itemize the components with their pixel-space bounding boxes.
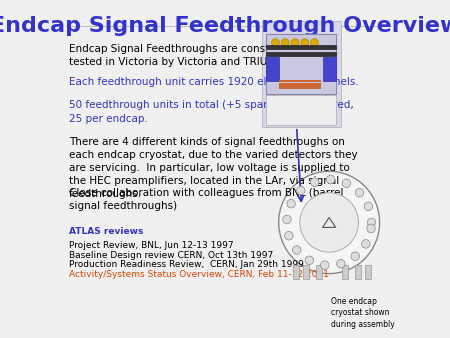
Circle shape (367, 224, 375, 233)
Text: 50 feedthrough units in total (+5 spares) are required,
25 per endcap.: 50 feedthrough units in total (+5 spares… (69, 100, 354, 124)
Circle shape (342, 179, 351, 188)
FancyBboxPatch shape (266, 52, 336, 56)
Circle shape (337, 259, 345, 268)
Circle shape (292, 246, 301, 254)
Text: Production Readiness Review,  CERN, Jan 29th 1999: Production Readiness Review, CERN, Jan 2… (69, 260, 304, 269)
Circle shape (301, 39, 309, 47)
Circle shape (310, 39, 319, 47)
FancyBboxPatch shape (355, 265, 361, 279)
Text: Each feedthrough unit carries 1920 electrical channels.: Each feedthrough unit carries 1920 elect… (69, 77, 359, 87)
Circle shape (287, 199, 295, 208)
Circle shape (279, 171, 380, 273)
Circle shape (305, 256, 314, 265)
Circle shape (356, 188, 364, 197)
Circle shape (300, 193, 359, 252)
Text: One endcap
cryostat shown
during assembly: One endcap cryostat shown during assembl… (331, 297, 395, 329)
Circle shape (283, 215, 291, 224)
Text: Activity/Systems Status Overview, CERN, Feb 11-12 2001: Activity/Systems Status Overview, CERN, … (69, 270, 328, 279)
Circle shape (281, 39, 289, 47)
Circle shape (364, 202, 373, 211)
FancyBboxPatch shape (279, 79, 321, 82)
Text: ATLAS reviews: ATLAS reviews (69, 227, 143, 236)
Circle shape (361, 240, 370, 248)
FancyBboxPatch shape (262, 21, 341, 127)
FancyBboxPatch shape (316, 265, 322, 279)
Circle shape (320, 261, 329, 269)
Text: Project Review, BNL, Jun 12-13 1997: Project Review, BNL, Jun 12-13 1997 (69, 241, 234, 249)
Text: Close collaboration with colleagues from BNL (barrel
signal feedthroughs): Close collaboration with colleagues from… (69, 188, 343, 211)
FancyBboxPatch shape (303, 265, 309, 279)
FancyBboxPatch shape (293, 265, 299, 279)
Circle shape (291, 39, 299, 47)
Text: There are 4 different kinds of signal feedthroughs on
each endcap cryostat, due : There are 4 different kinds of signal fe… (69, 137, 357, 199)
FancyBboxPatch shape (279, 86, 321, 89)
Circle shape (326, 175, 335, 184)
Text: Endcap Signal Feedthroughs are constructed and
tested in Victoria by Victoria an: Endcap Signal Feedthroughs are construct… (69, 44, 326, 68)
FancyBboxPatch shape (365, 265, 371, 279)
Text: Baseline Design review CERN, Oct 13th 1997: Baseline Design review CERN, Oct 13th 19… (69, 250, 273, 260)
FancyBboxPatch shape (342, 265, 348, 279)
FancyBboxPatch shape (266, 95, 336, 125)
FancyBboxPatch shape (266, 57, 279, 80)
Text: Endcap Signal Feedthrough Overview: Endcap Signal Feedthrough Overview (0, 16, 450, 36)
FancyBboxPatch shape (279, 83, 321, 86)
FancyBboxPatch shape (266, 34, 336, 94)
FancyBboxPatch shape (266, 45, 336, 49)
Circle shape (367, 218, 376, 227)
Circle shape (297, 186, 305, 195)
Circle shape (285, 232, 293, 240)
Circle shape (310, 178, 319, 187)
FancyBboxPatch shape (323, 57, 336, 80)
Circle shape (351, 252, 360, 261)
Circle shape (271, 39, 279, 47)
